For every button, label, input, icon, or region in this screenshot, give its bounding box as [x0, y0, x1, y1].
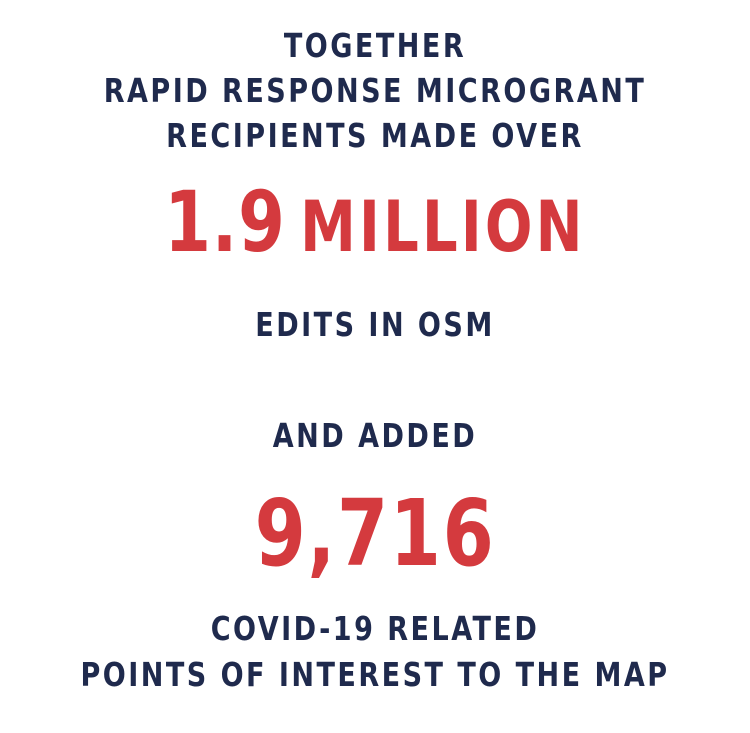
edits-label: EDITS IN OSM — [255, 305, 495, 344]
poi-description-line-1: COVID-19 RELATED — [210, 609, 540, 648]
poi-count: 9,716 — [254, 480, 496, 587]
poi-description-line-2: POINTS OF INTEREST TO THE MAP — [80, 655, 670, 694]
edits-figure: 1.9 MILLION — [75, 180, 675, 264]
intro-line-2: RAPID RESPONSE MICROGRANT — [103, 71, 647, 110]
edits-unit: MILLION — [300, 186, 586, 268]
added-label: AND ADDED — [272, 416, 478, 455]
intro-line-1: TOGETHER — [283, 26, 467, 65]
edits-number: 1.9 — [164, 173, 286, 271]
intro-line-3: RECIPIENTS MADE OVER — [166, 116, 584, 155]
